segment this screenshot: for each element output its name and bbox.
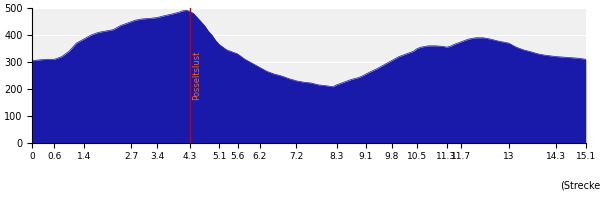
Text: Posseltslust: Posseltslust [192,51,201,100]
X-axis label: (Strecke/km): (Strecke/km) [560,180,600,190]
